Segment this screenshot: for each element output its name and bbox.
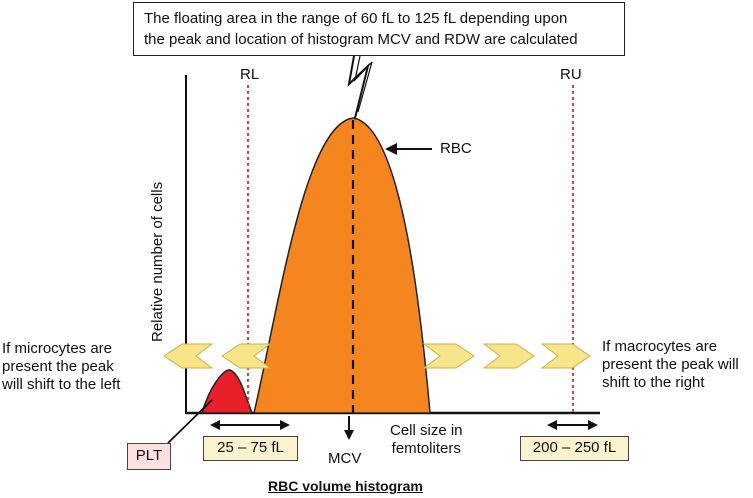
x-axis-label-line-2: femtoliters xyxy=(391,440,461,457)
y-axis-label: Relative number of cells xyxy=(149,181,166,342)
rbc-pointer-arrowhead xyxy=(385,143,397,155)
lightning-connector xyxy=(347,55,370,119)
right-range-arrowhead-l xyxy=(547,420,557,430)
macrocyte-note: If macrocytes are present the peak will … xyxy=(602,338,739,392)
rl-label: RL xyxy=(240,66,260,83)
x-axis-label-line-1: Cell size in xyxy=(390,422,463,439)
right-chevron-2 xyxy=(482,343,535,369)
diagram-title: RBC volume histogram xyxy=(268,478,423,494)
right-chevron-1 xyxy=(422,343,475,369)
ru-label: RU xyxy=(560,66,582,83)
microcyte-note-line-1: If microcytes are xyxy=(2,340,113,357)
lightning-connector-inner xyxy=(353,55,373,113)
plt-label-box: PLT xyxy=(127,443,171,470)
right-chevron-3 xyxy=(540,343,591,369)
microcyte-note: If microcytes are present the peak will … xyxy=(2,340,120,394)
left-chevron-1 xyxy=(163,343,214,369)
rbc-curve xyxy=(253,117,431,414)
macrocyte-note-line-3: shift to the right xyxy=(602,374,705,391)
rbc-label: RBC xyxy=(440,140,472,157)
macrocyte-note-line-1: If macrocytes are xyxy=(602,338,718,355)
mcv-label: MCV xyxy=(328,450,362,467)
right-range-arrowhead-r xyxy=(588,420,598,430)
note-line-1: The floating area in the range of 60 fL … xyxy=(144,10,568,27)
microcyte-note-line-2: present the peak xyxy=(2,358,114,375)
plt-curve xyxy=(201,369,254,414)
left-chevron-2 xyxy=(221,343,272,369)
left-range-arrowhead-r xyxy=(280,420,290,430)
plt-leader-line xyxy=(167,399,213,444)
mcv-arrowhead xyxy=(344,430,354,440)
right-range-box: 200 – 250 fL xyxy=(520,436,629,461)
note-line-2: the peak and location of histogram MCV a… xyxy=(144,31,578,48)
x-axis-label: Cell size in femtoliters xyxy=(390,422,463,458)
calculation-note-box: The floating area in the range of 60 fL … xyxy=(133,2,625,56)
microcyte-note-line-3: will shift to the left xyxy=(2,376,121,393)
left-range-box: 25 – 75 fL xyxy=(203,436,298,461)
left-range-arrowhead-l xyxy=(210,420,220,430)
macrocyte-note-line-2: present the peak will xyxy=(602,356,739,373)
